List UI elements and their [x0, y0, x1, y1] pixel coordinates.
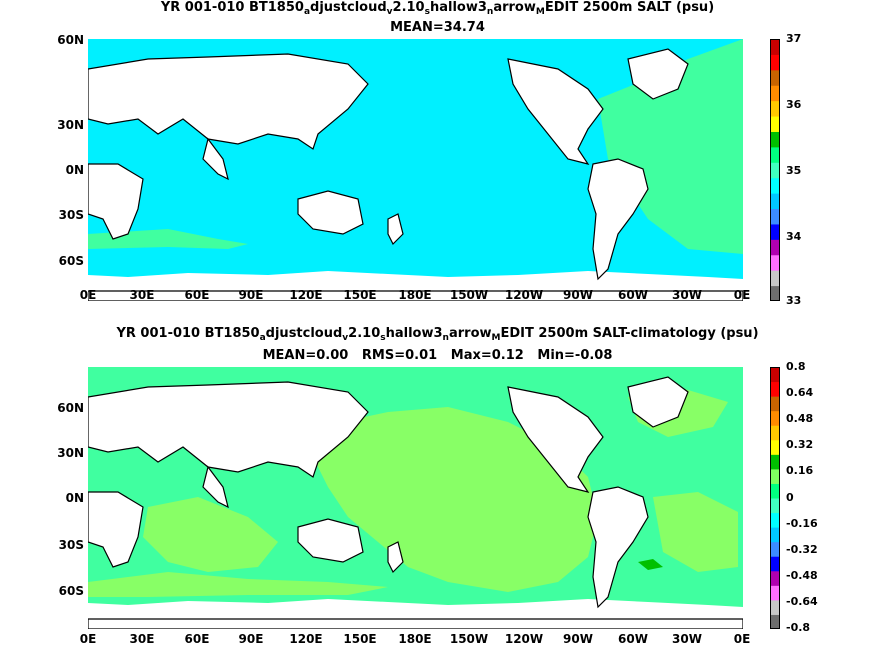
- panel2-stats: MEAN=0.00 RMS=0.01 Max=0.12 Min=-0.08: [262, 348, 613, 363]
- colorbar-label: -0.16: [786, 517, 818, 530]
- colorbar-segment: [770, 270, 780, 287]
- lat-label: 30S: [58, 538, 84, 552]
- lon-label: 0E: [79, 632, 97, 646]
- colorbar-segment: [770, 54, 780, 71]
- lon-label: 90W: [563, 632, 593, 646]
- colorbar-segment: [770, 483, 780, 499]
- colorbar-frame: [770, 39, 780, 301]
- lon-label: 0E: [733, 632, 751, 646]
- colorbar-segment: [770, 381, 780, 397]
- colorbar-segment: [770, 454, 780, 470]
- colorbar-segment: [770, 512, 780, 528]
- colorbar-segment: [770, 367, 780, 383]
- lon-label: 120E: [289, 632, 323, 646]
- panel1-stats: MEAN=34.74: [390, 20, 485, 35]
- colorbar-segment: [770, 193, 780, 210]
- colorbar-segment: [770, 146, 780, 163]
- lon-label: 180E: [398, 632, 432, 646]
- colorbar-label: -0.48: [786, 569, 818, 582]
- panel1-title: YR 001-010 BT1850adjustcloudv2.10shallow…: [160, 0, 715, 17]
- colorbar-segment: [770, 599, 780, 615]
- panel1-land: [88, 48, 743, 301]
- colorbar-label: 34: [786, 230, 802, 243]
- colorbar-segment: [770, 239, 780, 256]
- panel2-land: [88, 376, 743, 629]
- lon-label: 150E: [343, 288, 377, 302]
- lat-label: 60N: [57, 33, 84, 47]
- colorbar-segment: [770, 39, 780, 55]
- colorbar-segment: [770, 570, 780, 586]
- colorbar-segment: [770, 162, 780, 179]
- colorbar-segment: [770, 208, 780, 225]
- colorbar-label: 0.64: [786, 386, 814, 399]
- lon-label: 30E: [129, 288, 155, 302]
- colorbar-segment: [770, 177, 780, 194]
- colorbar-segment: [770, 396, 780, 412]
- lon-label: 90W: [563, 288, 593, 302]
- colorbar-label: 35: [786, 164, 802, 177]
- colorbar-segment: [770, 100, 780, 117]
- lon-label: 120W: [504, 632, 544, 646]
- colorbar-label: -0.32: [786, 543, 818, 556]
- lon-label: 60E: [184, 288, 210, 302]
- lon-label: 180E: [398, 288, 432, 302]
- colorbar-label: 0.8: [786, 360, 806, 373]
- lat-label: 60S: [58, 584, 84, 598]
- lon-label: 30E: [129, 632, 155, 646]
- lon-label: 150W: [449, 632, 489, 646]
- colorbar-label: 37: [786, 32, 802, 45]
- colorbar-label: 33: [786, 294, 802, 307]
- lon-label: 60E: [184, 632, 210, 646]
- colorbar-segment: [770, 614, 780, 629]
- colorbar-segment: [770, 69, 780, 86]
- colorbar-segment: [770, 131, 780, 148]
- panel2-map: [88, 367, 743, 629]
- panel2-colorbar: [770, 367, 780, 629]
- colorbar-segment: [770, 527, 780, 543]
- colorbar-segment: [770, 439, 780, 455]
- colorbar-segment: [770, 585, 780, 601]
- colorbar-segment: [770, 425, 780, 441]
- lat-label: 60S: [58, 254, 84, 268]
- lat-label: 30N: [57, 446, 84, 460]
- panel2-title: YR 001-010 BT1850adjustcloudv2.10shallow…: [116, 326, 759, 343]
- panel1-colorbar: [770, 39, 780, 301]
- colorbar-segment: [770, 285, 780, 301]
- lon-label: 120E: [289, 288, 323, 302]
- colorbar-label: 36: [786, 98, 802, 111]
- lon-label: 120W: [504, 288, 544, 302]
- colorbar-segment: [770, 223, 780, 240]
- colorbar-segment: [770, 85, 780, 102]
- lon-label: 30W: [672, 632, 702, 646]
- colorbar-label: 0.48: [786, 412, 814, 425]
- colorbar-segment: [770, 498, 780, 514]
- lat-label: 60N: [57, 401, 84, 415]
- colorbar-segment: [770, 254, 780, 271]
- colorbar-segment: [770, 556, 780, 572]
- colorbar-segment: [770, 468, 780, 484]
- lon-label: 0E: [79, 288, 97, 302]
- lon-label: 150W: [449, 288, 489, 302]
- colorbar-label: 0.32: [786, 438, 814, 451]
- lon-label: 90E: [238, 288, 264, 302]
- lon-label: 0E: [733, 288, 751, 302]
- lat-label: 0N: [65, 491, 84, 505]
- colorbar-label: 0.16: [786, 464, 814, 477]
- colorbar-label: 0: [786, 491, 794, 504]
- lat-label: 0N: [65, 163, 84, 177]
- colorbar-frame: [770, 367, 780, 629]
- lon-label: 60W: [618, 288, 648, 302]
- lon-label: 90E: [238, 632, 264, 646]
- lon-label: 30W: [672, 288, 702, 302]
- colorbar-segment: [770, 116, 780, 132]
- lat-label: 30S: [58, 208, 84, 222]
- lat-label: 30N: [57, 118, 84, 132]
- lon-label: 60W: [618, 632, 648, 646]
- colorbar-segment: [770, 410, 780, 426]
- colorbar-label: -0.8: [786, 621, 811, 634]
- colorbar-segment: [770, 541, 780, 557]
- lon-label: 150E: [343, 632, 377, 646]
- colorbar-label: -0.64: [786, 595, 818, 608]
- panel1-map: [88, 39, 743, 301]
